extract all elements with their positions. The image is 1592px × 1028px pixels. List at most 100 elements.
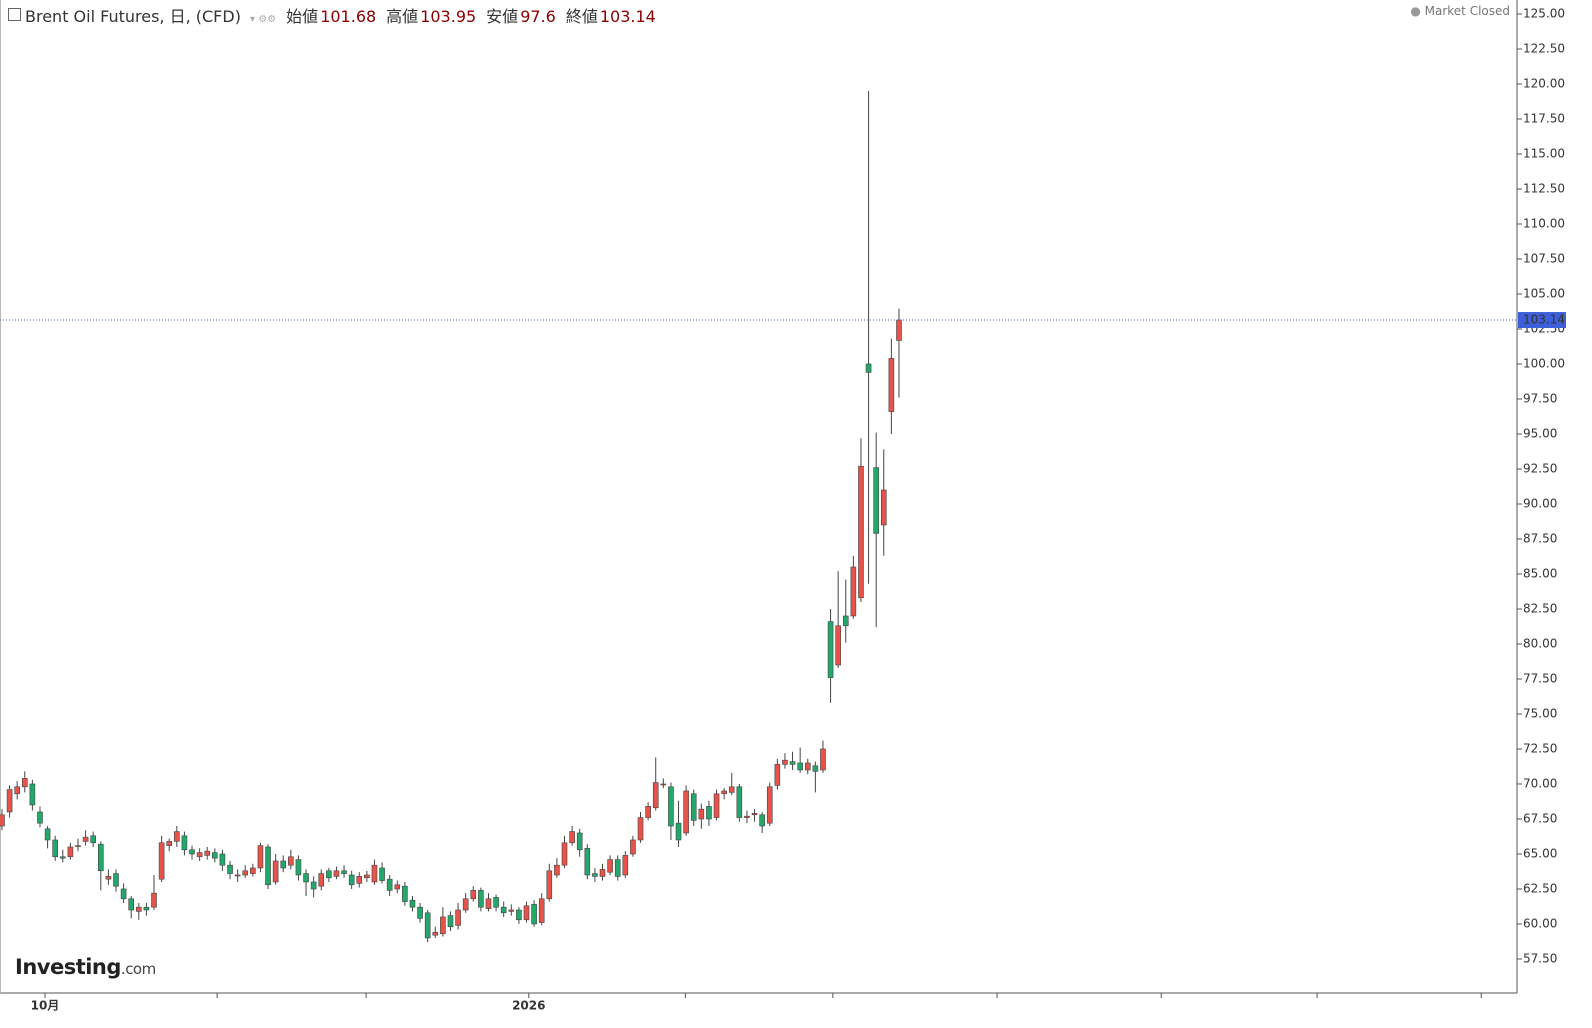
- candle-body: [538, 898, 545, 923]
- candle-body: [508, 909, 515, 912]
- candle-body: [128, 898, 135, 911]
- candle-body: [736, 786, 743, 818]
- x-tick-label: 2026: [512, 999, 545, 1013]
- y-tick-label: 80.00: [1523, 636, 1557, 650]
- candle-body: [478, 890, 484, 908]
- y-tick-label: 82.50: [1523, 601, 1557, 615]
- candle-body: [136, 906, 142, 912]
- candle-body: [310, 881, 317, 890]
- candle-body: [440, 916, 446, 935]
- y-tick-label: 122.50: [1523, 41, 1565, 55]
- candle-body: [896, 319, 902, 341]
- candle-body: [29, 783, 36, 806]
- candle-body: [280, 860, 287, 869]
- candle-body: [257, 845, 264, 869]
- candle-body: [166, 841, 173, 846]
- brand: Investing: [15, 955, 121, 979]
- ohlc-label: 終値: [565, 7, 598, 26]
- chart-title: Brent Oil Futures, 日, (CFD): [25, 7, 241, 26]
- candle-body: [97, 843, 104, 872]
- candle-body: [181, 835, 188, 851]
- status-text: Market Closed: [1424, 4, 1510, 18]
- menu-icon[interactable]: ▾ ⚙⚙: [250, 14, 277, 25]
- candle-body: [417, 906, 423, 919]
- y-tick-label: 72.50: [1523, 741, 1557, 755]
- candle-body: [804, 762, 811, 771]
- candle-body: [402, 885, 408, 902]
- candle-body: [835, 625, 841, 666]
- candle-body: [455, 909, 461, 926]
- candle-body: [622, 855, 629, 876]
- candle-body: [265, 846, 271, 886]
- candle-body: [174, 831, 180, 842]
- candle-body: [394, 884, 401, 890]
- candle-body: [227, 864, 233, 874]
- candle-body: [652, 782, 659, 809]
- y-tick-label: 112.50: [1523, 181, 1565, 195]
- candle-body: [599, 869, 606, 877]
- y-tick-label: 87.50: [1523, 531, 1557, 545]
- candle-body: [447, 915, 454, 928]
- ohlc-label: 高値: [386, 7, 419, 26]
- y-tick-label: 67.50: [1523, 811, 1557, 825]
- candle-body: [158, 842, 165, 880]
- candle-body: [52, 839, 58, 858]
- candle-body: [82, 836, 89, 842]
- candle-body: [789, 761, 796, 765]
- candle-body: [288, 856, 294, 866]
- candle-body: [713, 793, 720, 818]
- candle-body: [151, 892, 157, 908]
- candle-body: [888, 358, 895, 412]
- last-price-box: [1518, 312, 1566, 329]
- candle-body: [728, 786, 735, 793]
- candle-body: [706, 806, 712, 820]
- candle-body: [850, 566, 857, 617]
- brand-suffix: .com: [120, 960, 156, 978]
- collapse-icon[interactable]: [8, 8, 21, 21]
- candle-body: [546, 870, 553, 900]
- candle-body: [219, 853, 226, 866]
- candle-body: [759, 814, 765, 827]
- candle-body: [645, 806, 651, 818]
- candle-body: [561, 842, 568, 866]
- candle-body: [500, 906, 507, 914]
- candle-body: [827, 621, 834, 678]
- candle-body: [698, 808, 705, 820]
- y-tick-label: 95.00: [1523, 426, 1557, 440]
- candle-body: [531, 904, 537, 925]
- candle-body: [6, 789, 13, 813]
- y-tick-label: 107.50: [1523, 251, 1565, 265]
- candle-body: [516, 909, 522, 921]
- candle-body: [865, 363, 872, 373]
- candle-body: [326, 870, 332, 879]
- candle-body: [485, 898, 492, 909]
- candle-body: [113, 873, 119, 887]
- y-tick-label: 70.00: [1523, 776, 1557, 790]
- candle-body: [120, 888, 127, 900]
- candle-body: [75, 845, 81, 847]
- candle-body: [660, 783, 667, 786]
- candle-body: [630, 839, 636, 855]
- candle-body: [576, 832, 583, 851]
- candle-body: [364, 874, 370, 879]
- candle-body: [0, 814, 5, 827]
- candle-body: [470, 890, 477, 900]
- candle-body: [774, 764, 781, 786]
- candle-body: [614, 859, 621, 877]
- y-tick-label: 77.50: [1523, 671, 1557, 685]
- y-tick-label: 120.00: [1523, 76, 1565, 90]
- candle-body: [14, 786, 20, 795]
- y-tick-label: 92.50: [1523, 461, 1557, 475]
- y-tick-label: 57.50: [1523, 951, 1557, 965]
- candle-body: [67, 846, 74, 858]
- ohlc-value: 101.68: [320, 7, 377, 26]
- candle-body: [272, 860, 279, 883]
- candle-body: [569, 831, 575, 844]
- candle-body: [751, 813, 758, 816]
- candle-body: [607, 859, 613, 873]
- candle-body: [333, 870, 340, 877]
- y-tick-label: 62.50: [1523, 881, 1557, 895]
- candle-body: [782, 759, 788, 765]
- candle-body: [303, 873, 309, 883]
- candle-body: [143, 906, 150, 911]
